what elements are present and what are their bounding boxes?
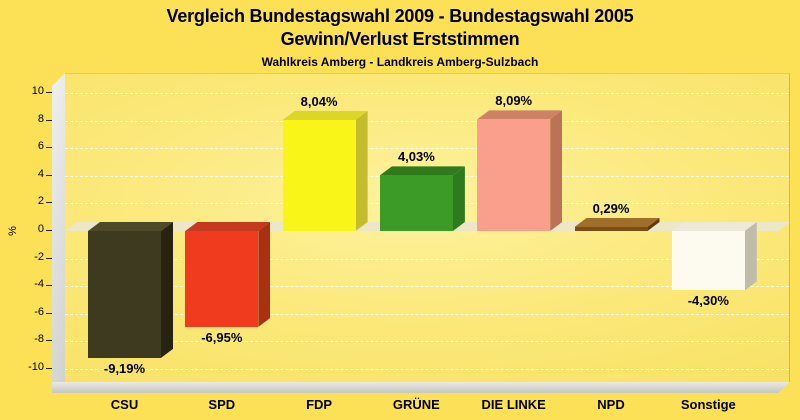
bar-fdp (282, 111, 368, 231)
category-label-gruene: GRÜNE (392, 397, 440, 412)
bar-top-face-fdp (283, 111, 368, 120)
bar-front-face-spd (185, 231, 259, 327)
y-tick-mark-4 (46, 174, 52, 176)
y-tick-mark--6 (46, 312, 52, 314)
bar-top-face-gruene (380, 166, 465, 175)
bar-side-face-csu (161, 222, 173, 358)
bar-side-face-sonstige (745, 222, 757, 290)
bar-side-face-die-linke (550, 110, 562, 231)
y-tick-mark-8 (46, 119, 52, 121)
y-tick-label-4: 4 (37, 167, 44, 180)
bar-front-face-csu (88, 231, 161, 358)
bar-npd (574, 218, 660, 231)
bar-value-label-csu: -9,19% (103, 360, 146, 376)
bar-value-label-sonstige: -4,30% (687, 293, 729, 309)
bar-value-label-die-linke: 8,09% (495, 93, 533, 109)
bar-value-label-npd: 0,29% (592, 200, 630, 216)
plot-area: -9,19% -6,95% 8,04% 4,03% 8,09% 0,29% -4,30% (65, 73, 790, 382)
y-tick-mark--8 (46, 340, 52, 342)
bar-side-face-spd (258, 222, 270, 327)
category-label-sonstige: Sonstige (680, 397, 736, 412)
y-tick-label-10: 10 (31, 85, 44, 97)
y-tick-mark-2 (46, 202, 52, 204)
bar-front-face-sonstige (671, 231, 745, 291)
bar-spd (185, 222, 270, 327)
bar-side-face-fdp (356, 111, 368, 231)
category-label-fdp: FDP (306, 397, 333, 412)
y-tick-label-0: 0 (37, 223, 44, 235)
y-tick-label--8: -8 (34, 333, 44, 346)
y-tick-label-2: 2 (37, 195, 44, 208)
bar-front-face-npd (574, 226, 648, 231)
y-tick-mark-6 (46, 147, 52, 149)
category-label-spd: SPD (208, 397, 236, 412)
bar-front-face-die-linke (477, 119, 551, 231)
bar-top-face-sonstige (672, 222, 757, 231)
y-tick-label-6: 6 (37, 140, 44, 153)
grid-line--8 (65, 341, 789, 343)
chart-title-line2: Gewinn/Verlust Erststimmen (280, 29, 520, 49)
bar-value-label-gruene: 4,03% (397, 149, 435, 165)
category-label-npd: NPD (597, 397, 625, 412)
bar-top-face-csu (88, 222, 173, 231)
bar-sonstige (671, 222, 757, 291)
grid-line--10 (65, 369, 789, 370)
grid-line--2 (65, 258, 789, 260)
bar-top-face-npd (575, 218, 660, 227)
y-tick-label--6: -6 (34, 305, 44, 318)
grid-line-10 (65, 93, 789, 94)
bar-value-label-fdp: 8,04% (300, 94, 338, 110)
bar-side-face-gruene (453, 166, 465, 231)
grid-line--6 (65, 313, 789, 315)
bar-front-face-gruene (379, 175, 453, 231)
y-tick-label--2: -2 (34, 250, 44, 263)
chart-area: -9,19% -6,95% 8,04% 4,03% 8,09% 0,29% -4,30% (52, 73, 790, 393)
bar-top-face-die-linke (477, 110, 562, 119)
grid-line-8 (65, 120, 789, 122)
bar-top-face-spd (185, 222, 270, 231)
y-tick-mark--4 (46, 285, 52, 287)
chart-title-line1: Vergleich Bundestagswahl 2009 - Bundesta… (166, 6, 634, 26)
y-tick-label--10: -10 (28, 361, 44, 373)
y-tick-label-8: 8 (37, 112, 44, 125)
y-tick-label--4: -4 (34, 278, 44, 291)
left-wall-3d (52, 73, 65, 393)
category-label-die-linke: DIE LINKE (481, 397, 546, 412)
chart-subtitle: Wahlkreis Amberg - Landkreis Amberg-Sulz… (261, 55, 539, 69)
bar-front-face-fdp (282, 120, 356, 231)
bar-die-linke (477, 110, 562, 231)
bottom-floor-3d (52, 382, 790, 393)
y-tick-mark-0 (46, 230, 52, 231)
bar-csu (88, 222, 173, 358)
y-tick-mark--2 (46, 257, 52, 259)
bar-value-label-spd: -6,95% (201, 329, 243, 345)
y-tick-mark--10 (46, 368, 52, 369)
category-label-csu: CSU (110, 397, 139, 412)
bar-gruene (379, 166, 465, 231)
grid-line-6 (65, 148, 789, 150)
grid-line--4 (65, 286, 789, 288)
y-tick-mark-10 (46, 92, 52, 93)
